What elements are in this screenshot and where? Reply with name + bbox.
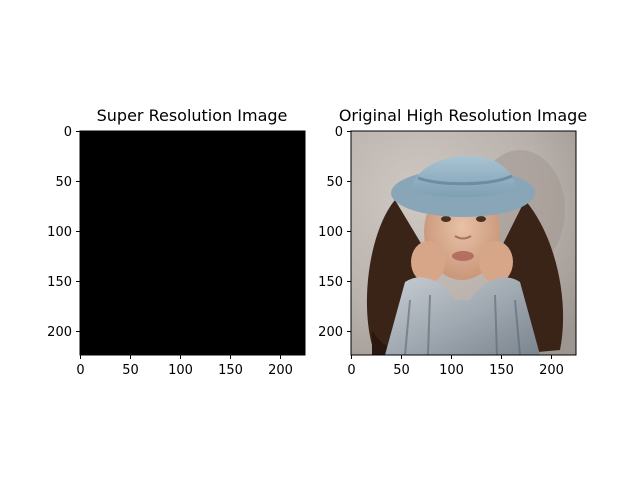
y-tick-label: 100 (47, 225, 72, 240)
x-tick-label: 50 (393, 363, 410, 378)
super-resolution-image (80, 131, 305, 355)
x-tick-label: 150 (218, 363, 243, 378)
axes-frame (350, 130, 577, 356)
x-tick-label: 150 (489, 363, 514, 378)
y-tick-label: 50 (55, 175, 72, 190)
original-high-resolution-image (351, 131, 576, 355)
x-tick-label: 200 (539, 363, 564, 378)
y-tick-label: 0 (335, 125, 343, 140)
panel-super-resolution: Super Resolution Image 0 50 100 150 200 0 50 10… (47, 106, 306, 378)
axis-ticks: 0 50 100 150 200 0 50 100 150 200 (47, 125, 293, 378)
x-tick-label: 0 (347, 363, 355, 378)
y-tick-label: 50 (326, 175, 343, 190)
x-tick-label: 50 (122, 363, 139, 378)
x-tick-label: 100 (439, 363, 464, 378)
axis-ticks: 0 50 100 150 200 0 50 100 150 200 (318, 125, 564, 378)
y-tick-label: 200 (318, 325, 343, 340)
y-tick-label: 150 (47, 275, 72, 290)
y-tick-label: 0 (64, 125, 72, 140)
y-tick-label: 100 (318, 225, 343, 240)
axes-frame (79, 130, 306, 356)
panel-title: Super Resolution Image (97, 106, 288, 125)
y-tick-label: 200 (47, 325, 72, 340)
x-tick-label: 200 (268, 363, 293, 378)
panel-title: Original High Resolution Image (339, 106, 587, 125)
x-tick-label: 100 (168, 363, 193, 378)
x-tick-label: 0 (76, 363, 84, 378)
panel-original-high-resolution: Original High Resolution Image (318, 106, 587, 378)
y-tick-label: 150 (318, 275, 343, 290)
